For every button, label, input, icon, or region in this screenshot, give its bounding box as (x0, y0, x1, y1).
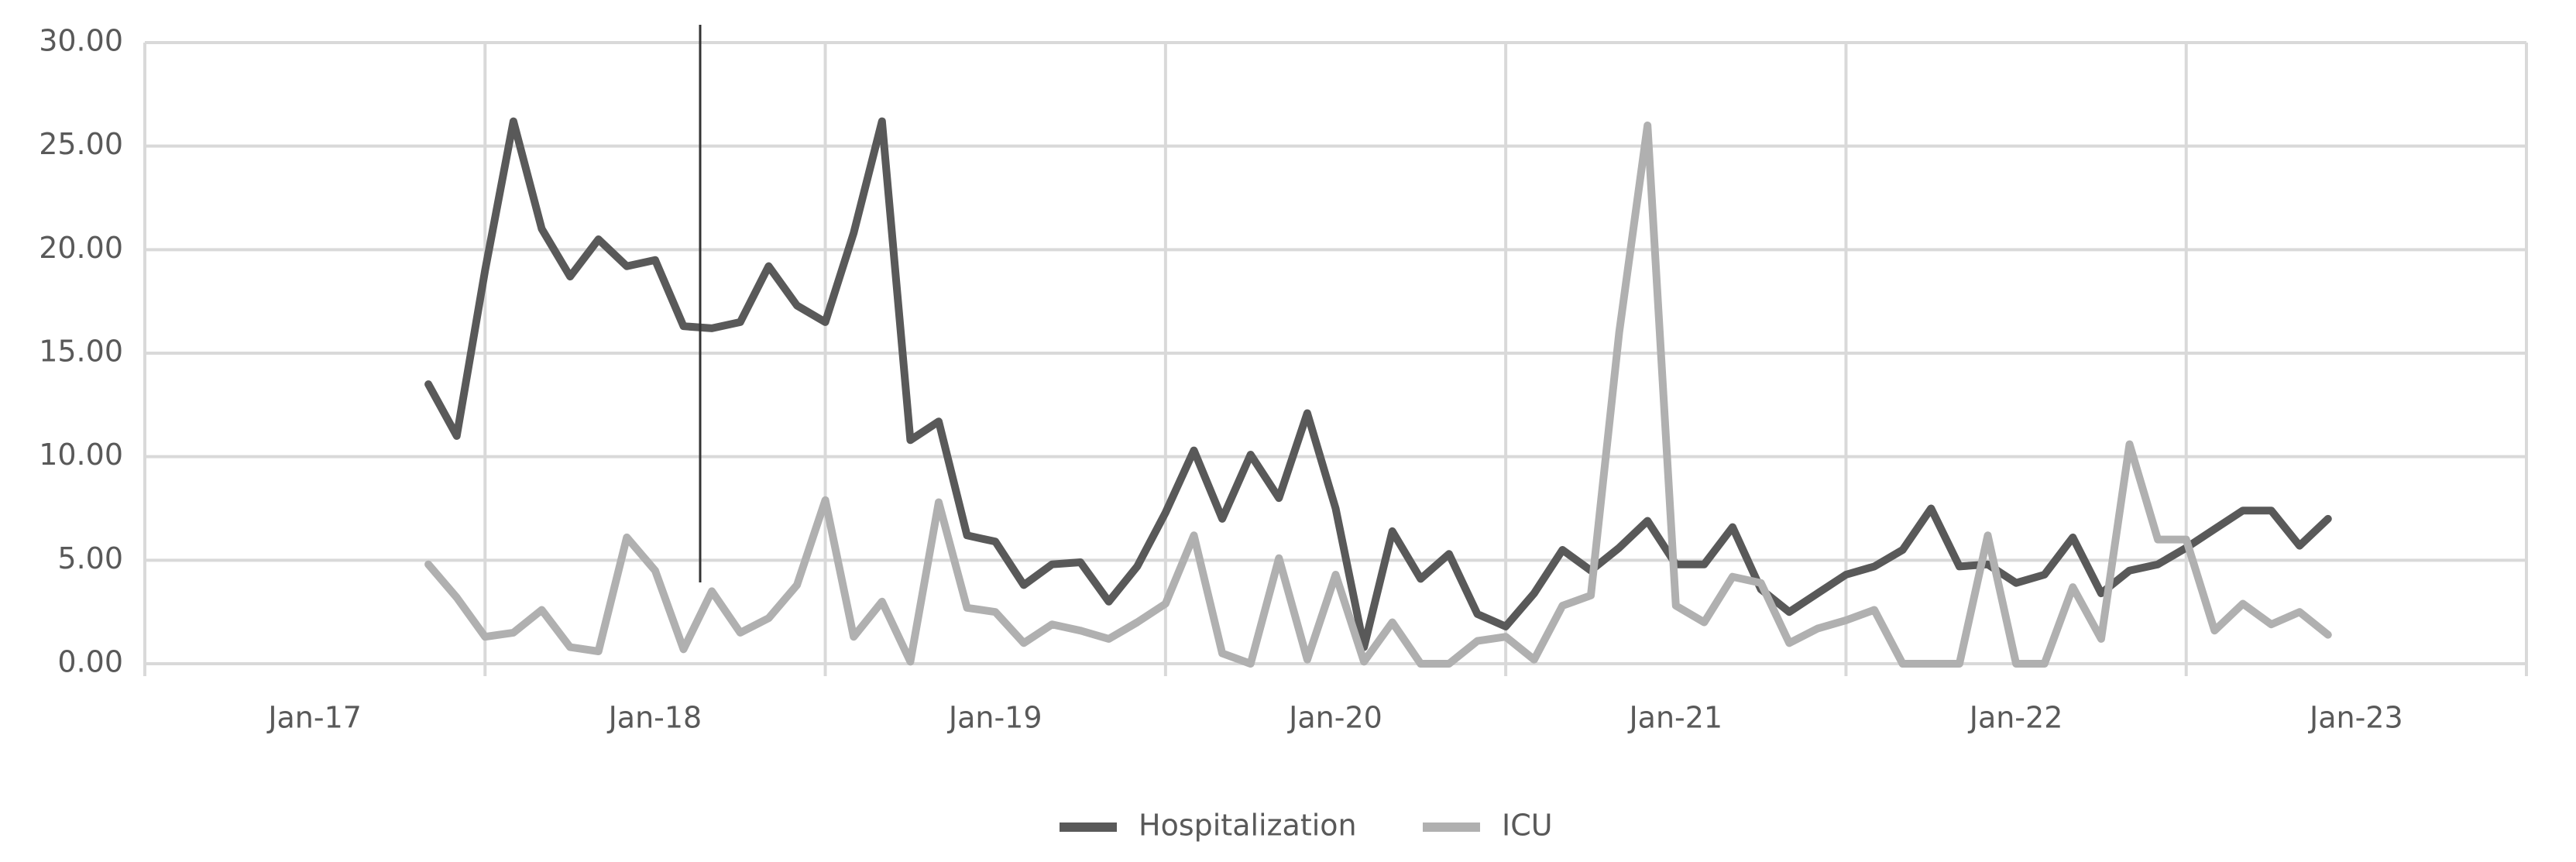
y-tick-label: 5.00 (57, 541, 123, 575)
y-tick-label: 25.00 (39, 127, 123, 161)
grid (143, 41, 2528, 676)
legend-label: ICU (1502, 809, 1553, 843)
legend: Hospitalization ICU (1060, 809, 1553, 843)
legend-label: Hospitalization (1139, 809, 1357, 843)
y-tick-label: 0.00 (57, 645, 123, 679)
series-line (424, 117, 2332, 651)
y-tick-label: 30.00 (39, 24, 123, 58)
x-tick-label: Jan-21 (1627, 701, 1722, 735)
x-tick-label: Jan-18 (607, 701, 702, 735)
plot (424, 117, 2332, 668)
y-tick-label: 15.00 (39, 335, 123, 369)
y-tick-label: 10.00 (39, 438, 123, 472)
x-tick-label: Jan-22 (1968, 701, 2063, 735)
x-tick-label: Jan-17 (266, 701, 362, 735)
x-tick-label: Jan-23 (2308, 701, 2403, 735)
series-line (424, 121, 2332, 668)
x-tick-label: Jan-19 (947, 701, 1042, 735)
x-tick-label: Jan-20 (1287, 701, 1382, 735)
y-tick-label: 20.00 (39, 231, 123, 265)
